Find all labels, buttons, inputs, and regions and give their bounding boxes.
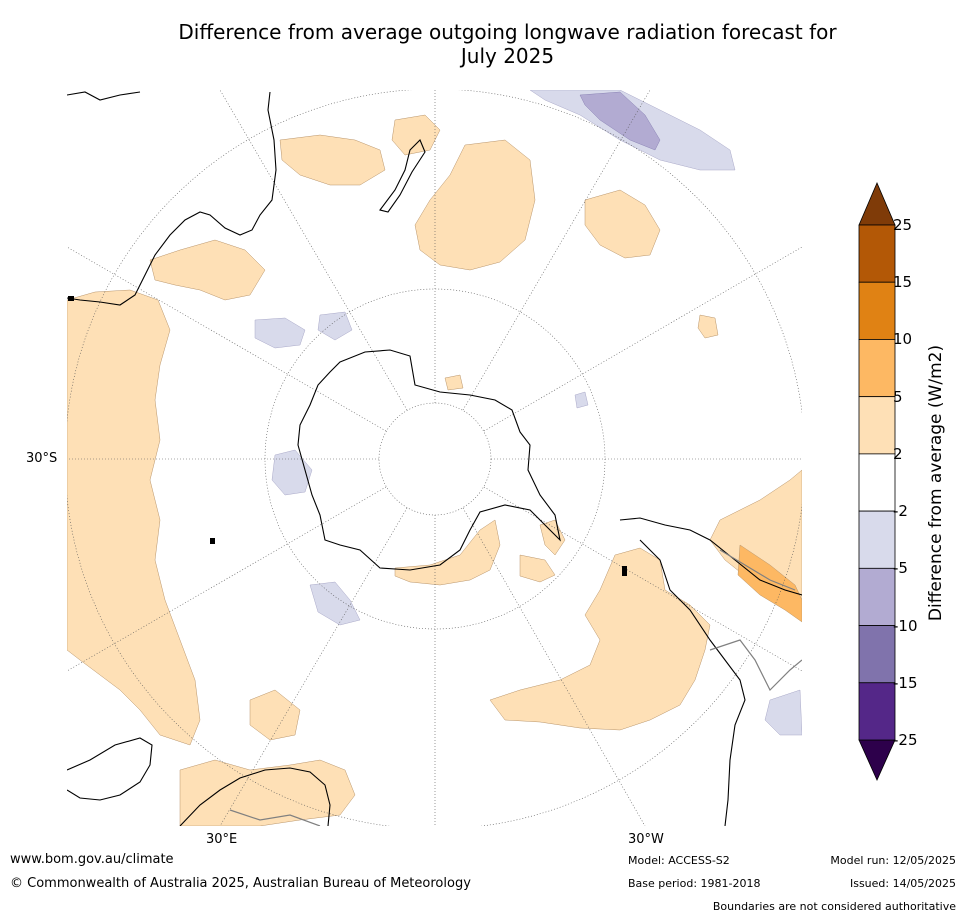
anomaly-region-africa-west: [67, 289, 201, 746]
colorbar-under-arrow: [858, 739, 896, 781]
coastlines: [67, 91, 802, 826]
anomaly-region-indian-south-2: [317, 311, 353, 341]
anomaly-region-southern-ocean-b: [519, 554, 556, 583]
colorbar-segment: [858, 224, 896, 283]
anomaly-region-south-indian: [309, 581, 361, 626]
meridian-60e: [67, 246, 387, 432]
meridian-150w: [462, 507, 646, 826]
island-3: [68, 296, 74, 301]
island-1: [210, 538, 215, 544]
new-zealand-coastline: [379, 139, 426, 213]
anomaly-region-indian-south: [254, 317, 306, 349]
australia-coastline: [67, 737, 153, 801]
colorbar-tick-label: 5: [893, 387, 903, 406]
colorbar-segment: [858, 339, 896, 398]
longitude-label-30w: 30°W: [628, 832, 664, 847]
model-run-text: Model run: 12/05/2025: [830, 854, 956, 867]
colorbar-tick-label: 15: [893, 273, 913, 292]
title-line-2: July 2025: [460, 44, 555, 68]
anomaly-region-small-3: [574, 391, 589, 409]
anomaly-region-africa-north: [149, 239, 266, 301]
anomaly-region-pacific-east: [584, 189, 661, 259]
africa-coastline: [619, 517, 802, 596]
disclaimer-text: Boundaries are not considered authoritat…: [712, 900, 956, 913]
anomaly-region-small-2: [539, 519, 566, 556]
website-link[interactable]: www.bom.gov.au/climate: [10, 852, 174, 867]
colorbar-segment: [858, 281, 896, 340]
moderate-negative-regions: [579, 91, 661, 151]
base-period-text: Base period: 1981-2018: [628, 877, 761, 890]
colorbar-tick-label: 25: [893, 216, 913, 234]
longitude-label-30e: 30°E: [206, 832, 238, 847]
boundary-line-2: [709, 639, 802, 692]
colorbar-over-arrow: [858, 181, 896, 226]
colorbar-segment: [858, 625, 896, 684]
latitude-label-30s: 30°S: [26, 451, 58, 466]
boundary-line-1: [719, 549, 796, 591]
anomaly-region-drake: [697, 314, 719, 339]
issued-text: Issued: 14/05/2025: [849, 877, 956, 890]
anomaly-region-south-america-north: [391, 114, 441, 156]
map-area: [67, 90, 802, 826]
meridian-120w: [483, 486, 802, 672]
anomaly-region-small-1: [444, 374, 464, 391]
model-text: Model: ACCESS-S2: [628, 854, 730, 867]
anomaly-region-southern-ocean-a: [394, 519, 501, 586]
colorbar-segment: [858, 510, 896, 569]
colorbar-tick-label: -5: [893, 559, 908, 578]
antarctica-coastline: [297, 349, 561, 571]
south-america-coastline: [67, 91, 277, 306]
boundaries: [229, 549, 802, 826]
colorbar-title: Difference from average (W/m2): [926, 344, 946, 622]
south-america-coastline-inner: [67, 91, 141, 101]
title-line-1: Difference from average outgoing longwav…: [178, 20, 837, 44]
meridian-120e: [67, 486, 387, 672]
anomaly-region-australia-coast: [249, 689, 301, 741]
anomaly-region-pacific-west-core: [579, 91, 661, 151]
copyright-text: © Commonwealth of Australia 2025, Austra…: [10, 876, 471, 891]
colorbar-segment: [858, 453, 896, 512]
anomaly-region-southeast-pacific: [764, 689, 802, 736]
positive-anomaly-regions: [67, 114, 802, 826]
colorbar-tick-label: -10: [893, 616, 918, 635]
island-2: [622, 566, 627, 576]
colorbar-tick-label: 2: [893, 444, 903, 463]
anomaly-region-australia-south: [179, 759, 356, 826]
colorbar-tick-label: -25: [893, 731, 918, 749]
colorbar: [858, 181, 896, 781]
colorbar-segment: [858, 567, 896, 626]
graticule: [67, 90, 802, 826]
boundary-line-3: [229, 809, 321, 826]
africa-coastline-2: [639, 539, 746, 826]
anomaly-region-pacific-north: [414, 139, 536, 271]
colorbar-segment: [858, 396, 896, 455]
meridian-60w: [483, 246, 802, 432]
islands: [68, 296, 627, 576]
colorbar-segment: [858, 682, 896, 741]
colorbar-tick-label: 10: [893, 330, 913, 349]
chart-title: Difference from average outgoing longwav…: [60, 20, 955, 68]
colorbar-tick-label: -2: [893, 502, 908, 521]
anomaly-region-indian-ocean: [279, 134, 386, 186]
australia-coastline-south: [179, 767, 331, 826]
colorbar-tick-label: -15: [893, 673, 918, 692]
